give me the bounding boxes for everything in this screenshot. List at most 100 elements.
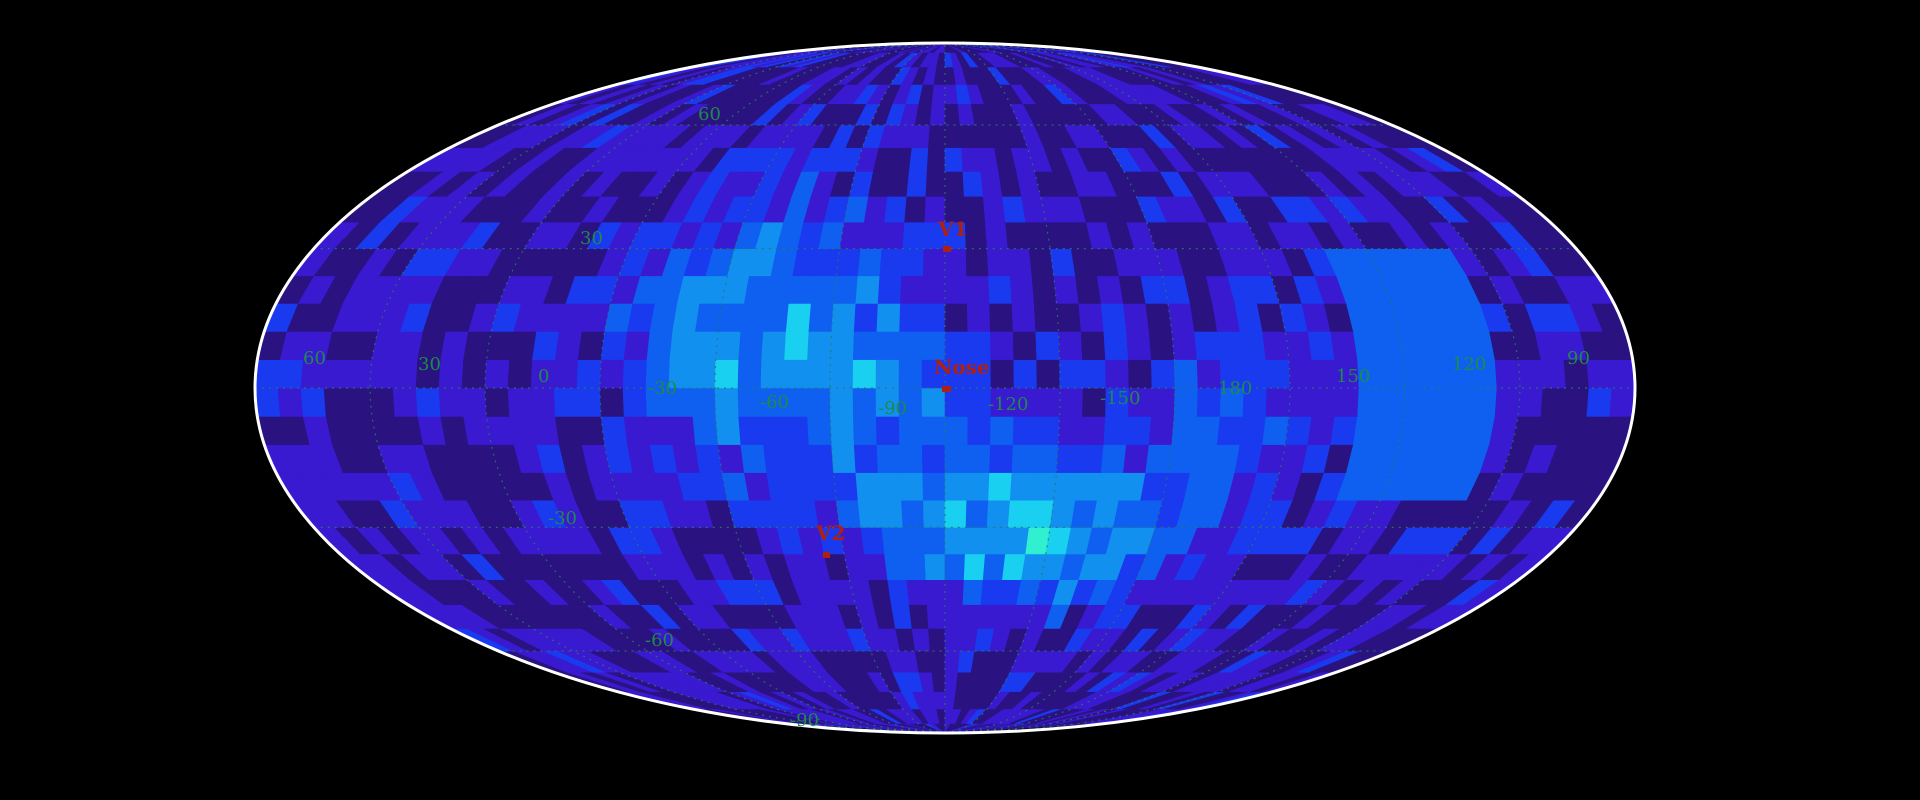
intensity-pixel: [944, 171, 965, 197]
intensity-pixel: [963, 553, 986, 581]
intensity-pixel: [1403, 387, 1429, 417]
intensity-pixel: [1005, 527, 1030, 555]
intensity-pixel: [740, 303, 767, 332]
intensity-pixel: [1311, 359, 1337, 389]
intensity-pixel: [1262, 416, 1290, 445]
intensity-pixel: [829, 359, 854, 389]
intensity-pixel: [1058, 331, 1083, 360]
intensity-pixel: [737, 359, 762, 389]
intensity-pixel: [922, 248, 946, 277]
intensity-pixel: [1586, 359, 1613, 389]
intensity-pixel: [944, 147, 964, 172]
intensity-pixel: [392, 359, 419, 389]
intensity-pixel: [876, 444, 901, 473]
intensity-pixel: [984, 527, 1009, 555]
lon-label: -60: [760, 392, 789, 413]
intensity-pixel: [1307, 331, 1336, 360]
marker-v1-label: V1: [937, 217, 967, 241]
intensity-pixel: [806, 359, 831, 389]
intensity-pixel: [740, 444, 767, 473]
intensity-pixel: [1033, 303, 1059, 332]
intensity-pixel: [833, 275, 859, 304]
intensity-pixel: [1150, 359, 1176, 389]
marker-v2-label: V2: [815, 521, 845, 545]
intensity-pixel: [961, 604, 982, 629]
intensity-pixel: [904, 553, 927, 581]
intensity-pixel: [1448, 387, 1475, 417]
intensity-pixel: [1059, 359, 1084, 389]
intensity-pixel: [785, 303, 812, 332]
graticule-line: [714, 43, 946, 733]
intensity-pixel: [1126, 416, 1152, 445]
intensity-pixel: [852, 416, 878, 445]
intensity-pixel: [600, 416, 628, 445]
intensity-pixel: [1012, 416, 1038, 445]
intensity-pixel: [852, 387, 877, 417]
lon-label: 180: [1218, 378, 1252, 399]
intensity-pixel: [1035, 416, 1060, 445]
intensity-pixel: [966, 275, 990, 304]
intensity-pixel: [962, 579, 984, 605]
marker-nose-dot: [942, 386, 951, 392]
intensity-pixel: [1078, 303, 1105, 332]
intensity-pixel: [1540, 359, 1567, 389]
intensity-pixel: [1075, 275, 1102, 304]
intensity-pixel: [831, 303, 857, 332]
intensity-pixel: [1100, 444, 1127, 473]
lon-label: 0: [538, 366, 549, 387]
intensity-pixel: [922, 275, 946, 304]
intensity-pixel: [1517, 359, 1544, 389]
intensity-pixel: [784, 331, 810, 360]
intensity-pixel: [691, 359, 717, 389]
intensity-pixel: [887, 171, 910, 197]
intensity-pixel: [672, 303, 701, 332]
intensity-pixel: [784, 416, 810, 445]
graticule-line: [599, 43, 946, 733]
intensity-pixel: [763, 444, 790, 473]
lon-label: -30: [648, 378, 677, 399]
intensity-pixel: [346, 359, 373, 389]
intensity-pixel: [964, 221, 988, 249]
intensity-pixel: [923, 527, 946, 555]
intensity-pixel: [967, 416, 992, 445]
intensity-pixel: [672, 444, 701, 473]
intensity-pixel: [944, 604, 964, 629]
intensity-pixel: [737, 387, 762, 417]
intensity-pixel: [901, 248, 925, 277]
intensity-pixel: [766, 275, 794, 304]
lat-label: -90: [790, 710, 819, 731]
intensity-pixel: [944, 650, 961, 673]
intensity-pixel: [1284, 331, 1313, 360]
intensity-pixel: [369, 359, 396, 389]
intensity-pixel: [966, 444, 991, 473]
intensity-pixel: [300, 387, 327, 417]
intensity-pixel: [901, 499, 925, 528]
lon-label: 30: [418, 354, 441, 375]
intensity-pixel: [879, 499, 904, 528]
intensity-pixel: [1056, 444, 1082, 473]
intensity-pixel: [1012, 331, 1038, 360]
intensity-pixel: [966, 303, 991, 332]
intensity-pixel: [875, 359, 900, 389]
intensity-pixel: [1173, 387, 1199, 417]
intensity-pixel: [875, 416, 900, 445]
lat-label: 60: [698, 104, 721, 125]
intensity-pixel: [925, 579, 946, 605]
intensity-pixel: [984, 221, 1009, 249]
intensity-pixel: [1353, 416, 1381, 445]
marker-v2-dot: [823, 552, 830, 558]
intensity-pixel: [1103, 331, 1129, 360]
intensity-pixel: [1330, 416, 1358, 445]
intensity-pixel: [944, 553, 966, 581]
intensity-pixel: [1005, 221, 1030, 249]
intensity-pixel: [1173, 359, 1199, 389]
intensity-pixel: [876, 303, 901, 332]
intensity-pixel: [1150, 387, 1176, 417]
intensity-pixel: [692, 331, 719, 360]
marker-v1: V1: [937, 217, 967, 252]
intensity-pixel: [906, 579, 928, 605]
intensity-pixel: [879, 248, 904, 277]
intensity-pixel: [1265, 359, 1291, 389]
lat-label: 30: [580, 228, 603, 249]
intensity-pixel: [599, 387, 625, 417]
